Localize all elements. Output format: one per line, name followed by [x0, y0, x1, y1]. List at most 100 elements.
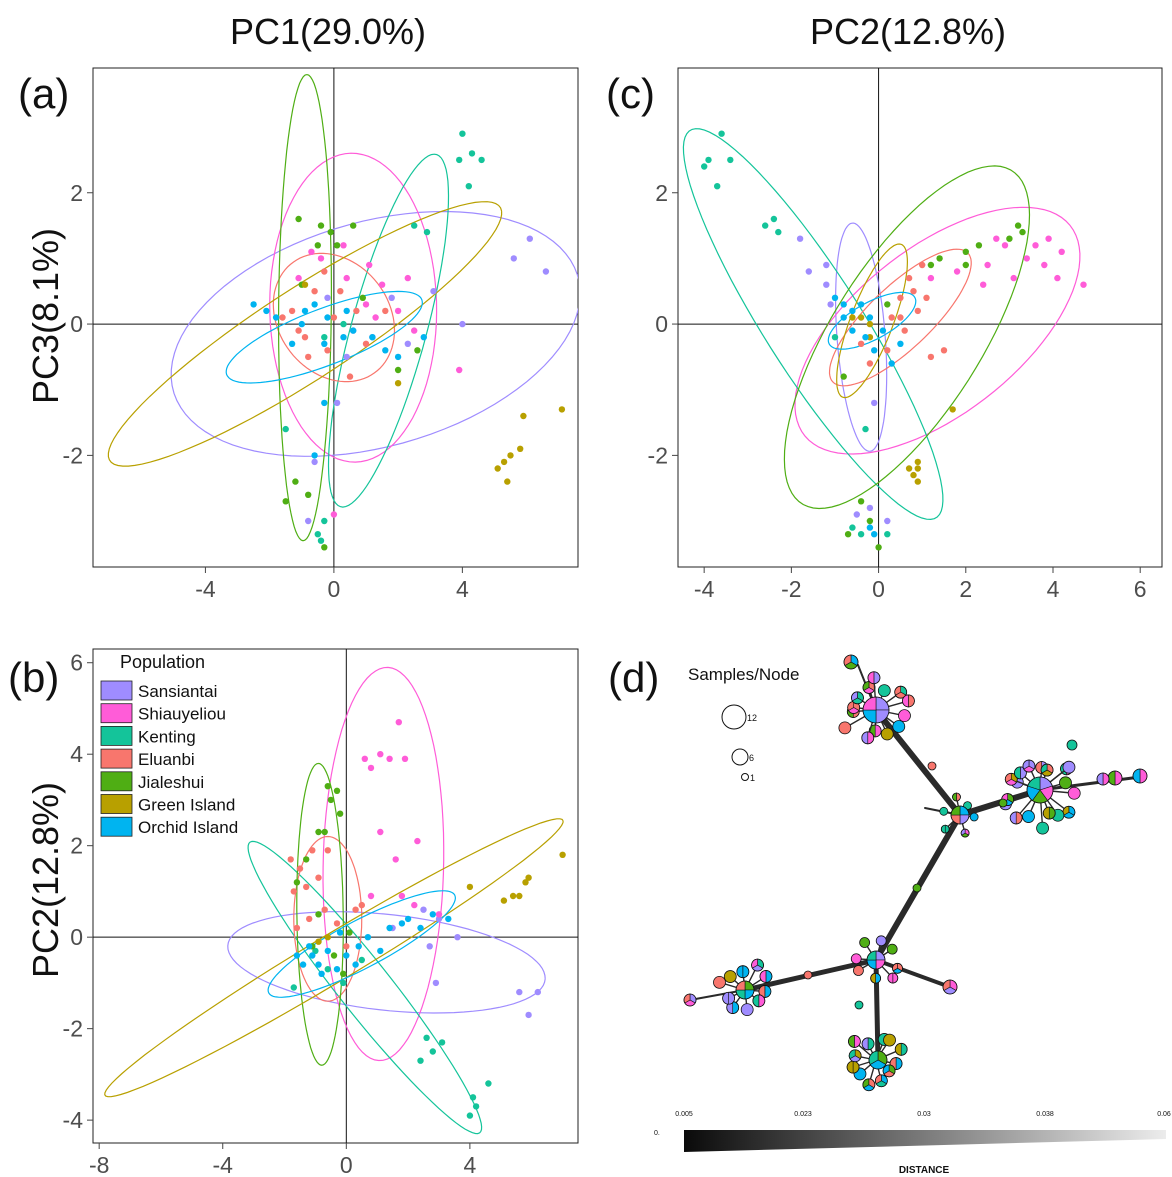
point-orchid-island	[364, 934, 372, 941]
point-eluanbi	[311, 288, 318, 295]
haplotype-node	[1066, 739, 1078, 751]
node-slice	[877, 684, 891, 697]
point-shiauyeliou	[1045, 235, 1052, 242]
legend-swatch-sansiantai	[100, 680, 133, 701]
point-orchid-island	[355, 943, 362, 950]
node-slice	[1114, 770, 1123, 786]
point-kenting	[324, 966, 331, 973]
size-key-label-6: 6	[749, 753, 754, 763]
ellipse-shiauyeliou	[269, 152, 438, 463]
node-outline	[1132, 768, 1148, 784]
point-orchid-island	[336, 929, 344, 936]
point-shiauyeliou	[395, 719, 402, 726]
haplotype-node	[912, 883, 922, 893]
point-shiauyeliou	[401, 755, 409, 762]
legend-label-eluanbi: Eluanbi	[138, 750, 195, 769]
plot-area-a	[107, 74, 578, 551]
point-kenting	[485, 1080, 492, 1087]
point-jialeshui	[293, 879, 301, 886]
point-jialeshui	[295, 215, 302, 223]
node-outline	[950, 805, 970, 825]
haplotype-node	[850, 953, 862, 965]
population-legend: Population Sansiantai Shiauyeliou Kenting E…	[100, 652, 238, 837]
haplotype-node	[902, 694, 915, 708]
haplotype-node	[1059, 776, 1072, 790]
point-sansiantai	[333, 399, 341, 407]
point-green-island	[525, 874, 532, 881]
point-jialeshui	[346, 929, 353, 936]
point-eluanbi	[888, 314, 895, 321]
point-orchid-island	[288, 340, 296, 347]
node-slice	[759, 970, 767, 983]
point-orchid-island	[404, 915, 412, 923]
point-green-island	[301, 281, 309, 288]
ylabel-row-1: PC3(8.1%)	[25, 228, 66, 404]
haplotype-node	[713, 975, 726, 989]
haplotype-node	[892, 720, 906, 733]
ellipse-green-island	[107, 201, 503, 467]
haplotype-node	[870, 972, 882, 984]
point-shiauyeliou	[377, 828, 384, 836]
point-shiauyeliou	[984, 261, 991, 269]
scatter-panel-a: -4 0 4 -2 0 2 (a)	[18, 67, 579, 602]
haplotype-node	[874, 1074, 888, 1088]
point-eluanbi	[305, 353, 312, 361]
point-green-island	[849, 314, 856, 321]
point-eluanbi	[301, 334, 309, 341]
point-shiauyeliou	[404, 274, 411, 282]
point-eluanbi	[910, 288, 917, 295]
point-green-island	[914, 458, 921, 466]
legend-label-sansiantai: Sansiantai	[138, 682, 217, 701]
point-kenting	[459, 130, 466, 137]
point-kenting	[857, 531, 865, 538]
node-outline	[683, 993, 697, 1007]
point-green-island	[517, 445, 524, 452]
network-edge	[873, 707, 963, 818]
node-slice	[892, 720, 906, 733]
point-orchid-island	[311, 452, 318, 459]
node-slice	[898, 709, 911, 723]
point-shiauyeliou	[398, 892, 406, 900]
point-jialeshui	[359, 294, 366, 301]
point-orchid-island	[298, 320, 305, 328]
node-outline	[722, 991, 736, 1005]
node-outline	[892, 962, 903, 974]
point-eluanbi	[321, 906, 328, 913]
point-sansiantai	[525, 1011, 532, 1019]
point-jialeshui	[962, 248, 969, 255]
point-jialeshui	[314, 242, 321, 249]
haplotype-node	[960, 828, 970, 838]
haplotype-node	[1042, 806, 1056, 820]
point-orchid-island	[301, 307, 309, 315]
point-shiauyeliou	[367, 892, 375, 900]
point-orchid-island	[343, 952, 350, 959]
point-green-island	[466, 883, 474, 891]
y-tick-label: 0	[655, 311, 668, 337]
node-outline	[870, 972, 882, 984]
point-kenting	[727, 156, 734, 164]
point-orchid-island	[293, 952, 301, 959]
point-jialeshui	[1014, 222, 1022, 229]
haplotype-node	[1040, 763, 1054, 777]
point-shiauyeliou	[1023, 255, 1030, 262]
point-green-island	[315, 938, 322, 945]
point-green-island	[394, 380, 402, 387]
point-kenting	[478, 156, 485, 164]
x-tick-label: -4	[195, 576, 216, 602]
node-outline	[1009, 811, 1023, 825]
point-eluanbi	[315, 874, 322, 881]
point-jialeshui	[303, 856, 310, 863]
haplotype-node	[894, 685, 908, 699]
node-outline	[1096, 772, 1110, 786]
point-orchid-island	[862, 334, 869, 341]
scale-left-label: 0.	[654, 1130, 660, 1137]
point-kenting	[411, 222, 418, 229]
ellipse-sansiantai	[834, 222, 888, 452]
point-orchid-island	[897, 340, 904, 347]
panel-label-d: (d)	[608, 654, 659, 701]
x-tick-label: -8	[89, 1152, 109, 1177]
haplotype-node	[854, 1000, 864, 1010]
point-sansiantai	[404, 340, 411, 347]
point-shiauyeliou	[330, 511, 338, 518]
point-orchid-island	[272, 314, 280, 321]
